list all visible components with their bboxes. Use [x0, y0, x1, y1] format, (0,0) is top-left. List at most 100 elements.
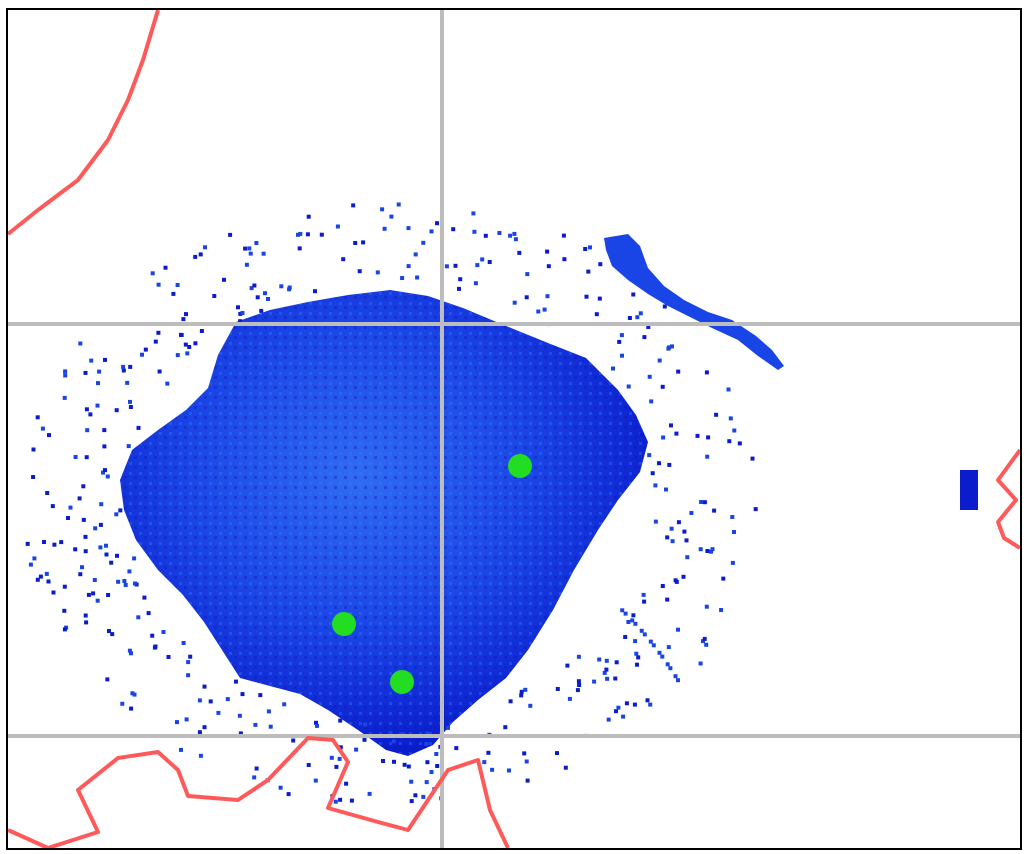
- scatter-speck: [334, 764, 339, 769]
- scatter-speck: [621, 714, 626, 719]
- scatter-speck: [567, 696, 572, 701]
- scatter-speck: [444, 264, 449, 269]
- scatter-speck: [480, 257, 485, 262]
- scatter-speck: [631, 613, 636, 618]
- scatter-speck: [132, 556, 137, 561]
- scatter-speck: [146, 611, 151, 616]
- scatter-speck: [202, 725, 207, 730]
- scatter-speck: [351, 203, 356, 208]
- scatter-speck: [92, 578, 97, 582]
- scatter-speck: [704, 604, 709, 609]
- scatter-speck: [732, 428, 737, 433]
- scatter-speck: [361, 240, 366, 245]
- scatter-speck: [451, 227, 456, 232]
- scatter-speck: [633, 621, 638, 626]
- scatter-speck: [651, 643, 656, 648]
- scatter-speck: [657, 650, 662, 655]
- scatter-speck: [712, 508, 717, 513]
- marker-point[interactable]: [332, 612, 356, 636]
- scatter-speck: [291, 738, 296, 743]
- scatter-speck: [636, 655, 641, 660]
- scatter-speck: [259, 308, 264, 313]
- scatter-speck: [653, 483, 658, 488]
- marker-point[interactable]: [390, 670, 414, 694]
- scatter-speck: [228, 232, 233, 237]
- scatter-speck: [685, 555, 690, 560]
- scatter-speck: [421, 794, 426, 799]
- scatter-speck: [406, 764, 411, 769]
- scatter-speck: [83, 613, 88, 618]
- scatter-speck: [258, 693, 263, 698]
- scatter-speck: [88, 412, 93, 417]
- scatter-speck: [40, 426, 45, 431]
- scatter-speck: [142, 595, 147, 600]
- scatter-speck: [89, 358, 94, 363]
- scatter-speck: [216, 710, 221, 715]
- scatter-speck: [594, 312, 599, 317]
- scatter-speck: [413, 793, 418, 798]
- scatter-speck: [314, 720, 318, 725]
- scatter-speck: [44, 571, 49, 576]
- scatter-speck: [197, 730, 202, 735]
- scatter-speck: [719, 608, 724, 612]
- scatter-speck: [513, 237, 518, 242]
- scatter-speck: [52, 542, 57, 547]
- marker-point[interactable]: [508, 454, 532, 478]
- scatter-speck: [78, 341, 83, 346]
- scatter-speck: [425, 731, 430, 736]
- scatter-speck: [298, 231, 303, 236]
- scatter-speck: [546, 264, 551, 269]
- scatter-speck: [199, 329, 204, 333]
- scatter-speck: [98, 545, 103, 550]
- scatter-speck: [701, 639, 705, 644]
- scatter-speck: [114, 408, 119, 413]
- scatter-speck: [497, 231, 502, 235]
- scatter-speck: [106, 593, 111, 597]
- scatter-speck: [727, 439, 732, 444]
- scatter-speck: [110, 632, 115, 637]
- scatter-speck: [184, 312, 188, 317]
- scatter-speck: [626, 384, 631, 389]
- scatter-speck: [31, 447, 36, 452]
- scatter-speck: [389, 214, 394, 219]
- scatter-speck: [635, 315, 640, 320]
- map-canvas[interactable]: [8, 10, 1020, 848]
- scatter-speck: [286, 792, 291, 797]
- scatter-speck: [128, 399, 132, 404]
- scatter-speck: [695, 433, 700, 438]
- scatter-speck: [165, 381, 170, 386]
- scatter-speck: [648, 702, 653, 707]
- scatter-speck: [576, 679, 581, 684]
- scatter-speck: [429, 770, 434, 774]
- map-frame[interactable]: [6, 8, 1022, 850]
- scatter-speck: [140, 352, 144, 357]
- scatter-speck: [642, 335, 647, 340]
- scatter-speck: [726, 387, 731, 392]
- scatter-speck: [353, 241, 358, 245]
- scatter-speck: [634, 651, 639, 656]
- scatter-speck: [392, 759, 396, 764]
- scatter-speck: [175, 720, 179, 725]
- scatter-speck: [446, 725, 450, 730]
- scatter-speck: [617, 339, 622, 344]
- scatter-speck: [638, 311, 643, 316]
- scatter-speck: [240, 311, 245, 315]
- density-texture: [120, 290, 648, 756]
- scatter-speck: [123, 583, 128, 587]
- scatter-speck: [208, 699, 213, 704]
- scatter-speck: [179, 747, 183, 752]
- scatter-speck: [730, 560, 735, 565]
- scatter-speck: [660, 654, 665, 659]
- scatter-speck: [613, 676, 618, 681]
- scatter-speck: [669, 526, 674, 531]
- scatter-speck: [127, 569, 132, 574]
- scatter-speck: [153, 644, 158, 649]
- scatter-speck: [344, 781, 349, 786]
- scatter-speck: [121, 368, 126, 373]
- scatter-speck: [266, 709, 271, 714]
- scatter-speck: [424, 741, 429, 746]
- scatter-speck: [490, 767, 495, 772]
- scatter-speck: [156, 330, 161, 335]
- scatter-speck: [225, 697, 230, 702]
- scatter-speck: [81, 517, 86, 522]
